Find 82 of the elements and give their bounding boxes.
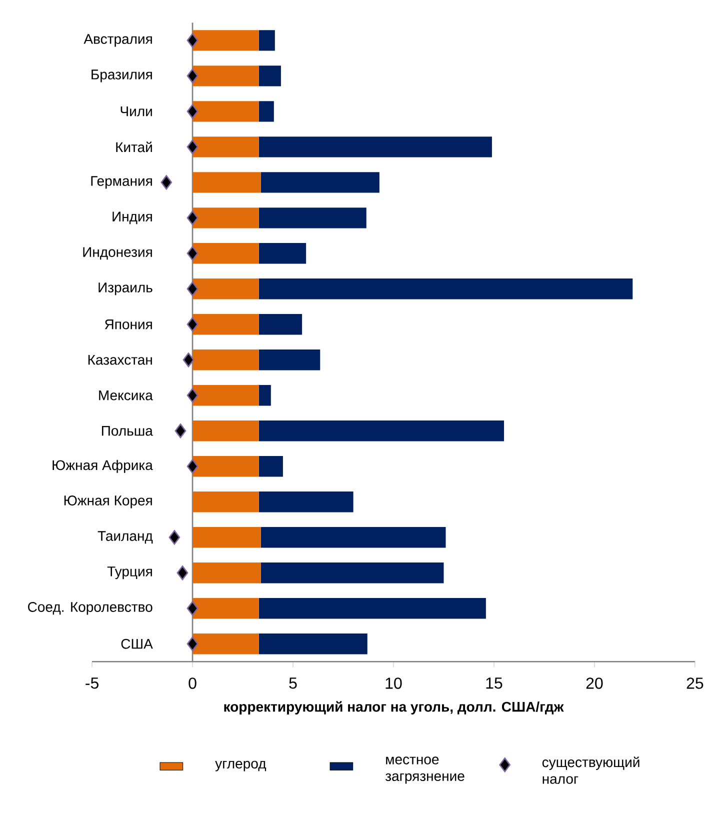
bar: [258, 66, 281, 86]
y-tick-label: Казахстан: [88, 355, 152, 365]
x-tick-label: 25: [686, 678, 704, 689]
bar: [192, 350, 259, 370]
legend-label: местное загрязнение: [385, 756, 464, 784]
point: [186, 317, 198, 332]
bar: [258, 385, 271, 406]
x-tick-label: 15: [486, 678, 502, 689]
y-tick-label: Германия: [91, 176, 152, 189]
point: [186, 210, 198, 226]
bar: [192, 136, 259, 158]
point: [186, 601, 198, 616]
bar: [258, 30, 275, 51]
point: [186, 459, 198, 474]
point: [186, 636, 198, 652]
bar: [258, 101, 274, 122]
y-tick-label: Индия: [112, 212, 152, 224]
y-tick-label: США: [121, 638, 153, 649]
legend-label: существующий налог: [542, 756, 640, 784]
bar: [192, 420, 259, 442]
bar: [192, 314, 259, 335]
point: [160, 175, 172, 190]
y-tick-label: Турция: [107, 566, 152, 580]
y-tick-label: Таиланд: [98, 531, 153, 544]
legend-label: углерод: [215, 760, 266, 772]
point: [176, 566, 188, 580]
bar: [258, 243, 306, 264]
bar: [192, 527, 261, 548]
y-tick-label: Чили: [120, 106, 152, 116]
x-tick-label: 0: [188, 678, 196, 689]
y-tick-label: Китай: [116, 142, 152, 152]
y-tick-label: Австралия: [84, 34, 152, 47]
bar: [192, 208, 259, 228]
bar: [192, 243, 259, 264]
bar: [192, 562, 261, 584]
bar: [258, 598, 486, 619]
bar: [192, 172, 261, 193]
bar: [258, 456, 283, 477]
point: [186, 68, 198, 84]
point: [186, 282, 198, 296]
bar: [192, 278, 259, 300]
x-tick-label: -5: [86, 678, 98, 689]
point: [186, 104, 198, 119]
y-tick-label: Израиль: [98, 282, 152, 296]
bar: [258, 314, 302, 335]
bar: [192, 634, 259, 654]
bar: [192, 456, 259, 477]
x-tick-label: 20: [586, 678, 603, 689]
bar: [258, 420, 504, 442]
bar: [258, 136, 492, 158]
y-tick-label: Индонезия: [83, 247, 152, 260]
bar: [192, 30, 259, 51]
point: [186, 140, 198, 154]
x-tick-label: 10: [386, 678, 402, 689]
bar: [192, 66, 259, 86]
bar: [258, 492, 354, 512]
bar: [258, 634, 368, 654]
y-tick-label: Соед. Королевство: [28, 602, 152, 615]
bar: [192, 492, 259, 512]
bar: [258, 350, 320, 370]
x-axis-title: корректирующий налог на уголь, долл. США/гдж: [224, 701, 564, 714]
point: [186, 388, 198, 403]
y-tick-label: Бразилия: [92, 70, 152, 82]
bar: [192, 101, 259, 122]
y-tick-label: Польша: [102, 426, 153, 436]
bar: [192, 385, 259, 406]
point: [186, 246, 198, 261]
point: [186, 33, 198, 48]
bar: [260, 527, 446, 548]
bar: [192, 598, 259, 619]
bar: [258, 208, 366, 228]
point: [182, 352, 194, 368]
x-tick-label: 5: [289, 678, 297, 689]
y-tick-label: Южная Корея: [64, 496, 152, 508]
y-tick-label: Япония: [104, 320, 152, 330]
bar: [260, 562, 444, 584]
y-tick-label: Мексика: [99, 390, 153, 400]
bar: [258, 278, 633, 300]
point: [168, 530, 180, 545]
bar: [260, 172, 380, 193]
y-tick-label: Южная Африка: [52, 460, 153, 473]
point: [174, 424, 186, 438]
